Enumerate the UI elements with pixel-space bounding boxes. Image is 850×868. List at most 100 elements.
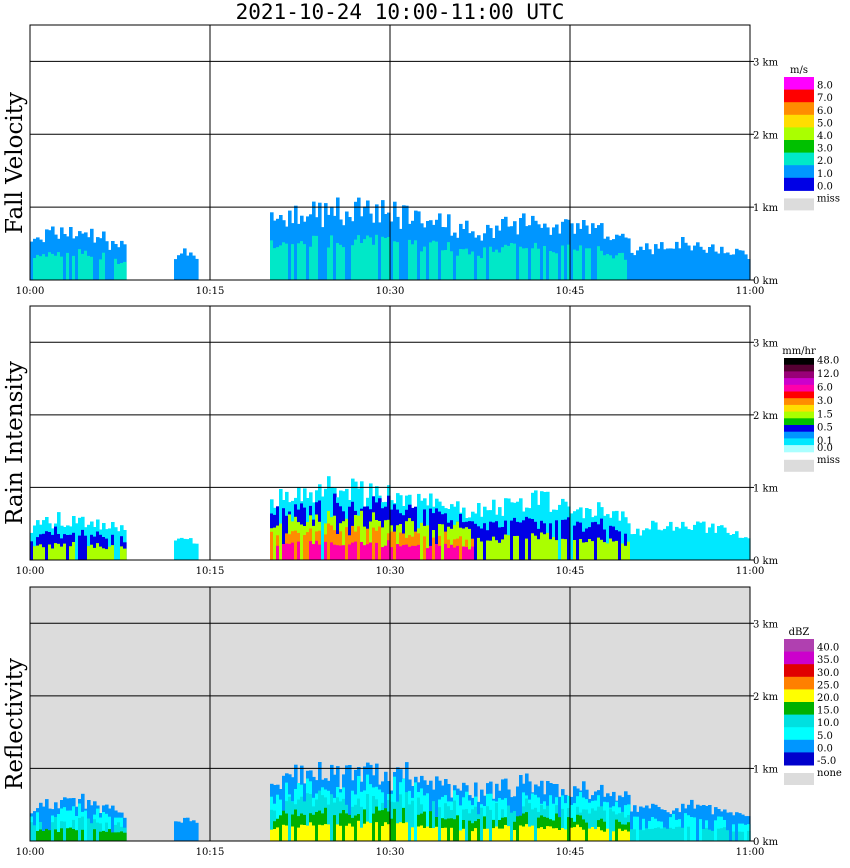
echo-cell bbox=[342, 247, 346, 280]
echo-cell bbox=[507, 498, 511, 560]
colorbar-label: 20.0 bbox=[817, 693, 839, 704]
echo-cell bbox=[708, 829, 712, 841]
echo-cell bbox=[648, 829, 652, 841]
echo-cell bbox=[36, 254, 40, 280]
colorbar-label: 7.0 bbox=[817, 93, 833, 104]
echo-cell bbox=[192, 820, 196, 841]
colorbar-label: 25.0 bbox=[817, 680, 839, 691]
echo-cell bbox=[495, 540, 499, 560]
colorbar-swatch bbox=[784, 358, 814, 366]
echo-cell bbox=[336, 824, 340, 841]
echo-cell bbox=[45, 828, 49, 841]
echo-cell bbox=[270, 531, 274, 560]
echo-cell bbox=[192, 255, 196, 280]
echo-cell bbox=[186, 255, 190, 280]
echo-cell bbox=[498, 798, 502, 841]
echo-cell bbox=[111, 545, 115, 560]
echo-cell bbox=[99, 831, 103, 841]
echo-cell bbox=[450, 528, 454, 560]
echo-cell bbox=[375, 822, 379, 841]
echo-cell bbox=[663, 528, 667, 560]
echo-cell bbox=[321, 227, 325, 280]
echo-cell bbox=[51, 548, 55, 560]
echo-cell bbox=[447, 242, 451, 280]
echo-cell bbox=[189, 821, 193, 841]
colorbar-swatch bbox=[784, 371, 814, 379]
echo-cell bbox=[402, 823, 406, 841]
echo-cell bbox=[582, 829, 586, 841]
echo-cell bbox=[543, 534, 547, 560]
echo-cell bbox=[318, 544, 322, 560]
echo-cell bbox=[603, 255, 607, 280]
echo-cell bbox=[291, 826, 295, 841]
echo-cell bbox=[57, 543, 61, 560]
echo-cell bbox=[552, 828, 556, 841]
y-tick-label: 0 km bbox=[753, 276, 779, 287]
echo-cell bbox=[291, 542, 295, 560]
echo-cell bbox=[699, 522, 703, 560]
echo-cell bbox=[543, 816, 547, 841]
echo-cell bbox=[435, 826, 439, 841]
echo-cell bbox=[411, 545, 415, 560]
echo-cell bbox=[603, 542, 607, 560]
echo-cell bbox=[540, 827, 544, 841]
echo-cell bbox=[684, 526, 688, 560]
echo-cell bbox=[90, 544, 94, 560]
echo-cell bbox=[693, 524, 697, 560]
echo-cell bbox=[519, 775, 523, 841]
echo-cell bbox=[60, 546, 64, 560]
echo-cell bbox=[336, 797, 340, 841]
echo-cell bbox=[51, 534, 55, 560]
echo-cell bbox=[558, 504, 562, 560]
echo-cell bbox=[396, 525, 400, 560]
echo-cell bbox=[288, 796, 292, 841]
echo-cell bbox=[426, 548, 430, 560]
echo-cell bbox=[105, 549, 109, 560]
echo-cell bbox=[39, 829, 43, 841]
echo-cell bbox=[666, 812, 670, 841]
echo-cell bbox=[312, 525, 316, 560]
echo-cell bbox=[327, 824, 331, 841]
echo-cell bbox=[69, 810, 73, 841]
echo-cell bbox=[420, 825, 424, 841]
echo-cell bbox=[696, 521, 700, 560]
echo-cell bbox=[639, 535, 643, 560]
echo-cell bbox=[414, 240, 418, 280]
echo-cell bbox=[72, 542, 76, 560]
echo-cell bbox=[531, 809, 535, 841]
colorbar-label: 6.0 bbox=[817, 383, 833, 394]
echo-cell bbox=[468, 254, 472, 280]
echo-cell bbox=[351, 826, 355, 841]
x-tick-label: 10:15 bbox=[196, 847, 225, 858]
echo-cell bbox=[741, 831, 745, 841]
echo-cell bbox=[369, 542, 373, 560]
echo-cell bbox=[468, 528, 472, 560]
echo-cell bbox=[36, 545, 40, 560]
echo-cell bbox=[426, 793, 430, 841]
echo-cell bbox=[621, 830, 625, 841]
echo-cell bbox=[531, 248, 535, 280]
echo-cell bbox=[729, 812, 733, 841]
echo-cell bbox=[525, 248, 529, 280]
echo-cell bbox=[390, 547, 394, 560]
echo-cell bbox=[615, 819, 619, 841]
echo-cell bbox=[516, 816, 520, 841]
echo-cell bbox=[306, 216, 310, 280]
x-tick-label: 10:45 bbox=[556, 286, 585, 297]
echo-cell bbox=[609, 808, 613, 841]
echo-cell bbox=[51, 253, 55, 280]
echo-cell bbox=[57, 832, 61, 841]
echo-cell bbox=[438, 545, 442, 560]
echo-cell bbox=[669, 521, 673, 560]
echo-cell bbox=[306, 532, 310, 560]
echo-cell bbox=[630, 534, 634, 560]
echo-cell bbox=[384, 545, 388, 560]
echo-cell bbox=[615, 540, 619, 560]
y-tick-label: 1 km bbox=[753, 764, 779, 775]
echo-cell bbox=[693, 245, 697, 280]
chart-title: 2021-10-24 10:00-11:00 UTC bbox=[235, 0, 565, 24]
echo-cell bbox=[543, 829, 547, 841]
echo-cell bbox=[339, 244, 343, 280]
echo-cell bbox=[549, 539, 553, 560]
echo-cell bbox=[642, 830, 646, 841]
